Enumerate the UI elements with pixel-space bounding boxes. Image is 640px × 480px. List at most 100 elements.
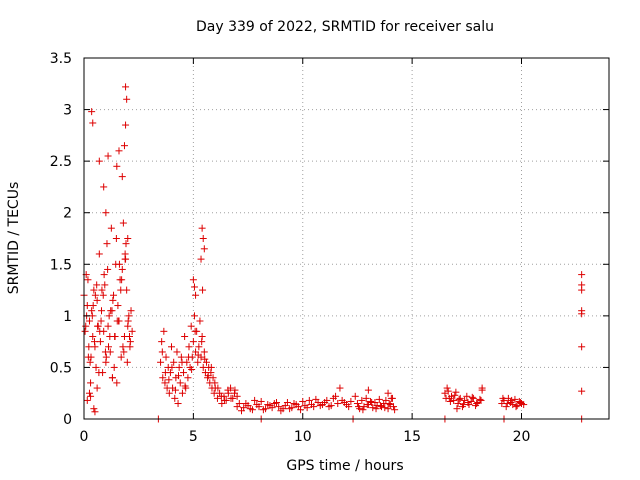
data-point [455,395,463,403]
y-tick-label: 2.5 [50,154,72,170]
data-point [363,401,371,409]
data-point [178,389,186,397]
x-tick-label: 10 [294,429,312,445]
data-point [107,307,115,315]
data-point [310,403,318,411]
data-point [102,353,110,361]
data-point [442,394,450,402]
data-point [351,392,359,400]
data-point [369,404,377,412]
data-point [323,396,331,404]
data-point [158,348,166,356]
data-point [217,392,225,400]
data-point [198,224,206,232]
data-point [113,162,121,170]
data-point [382,396,390,404]
data-point [122,121,130,129]
data-point [96,327,104,335]
chart-title: Day 339 of 2022, SRMTID for receiver sal… [196,19,494,35]
data-point [301,402,309,410]
data-point [123,358,131,366]
data-point [191,327,199,335]
data-point [100,271,108,279]
data-point [578,310,586,318]
data-point [513,402,521,410]
data-point [353,400,361,408]
data-point [452,388,460,396]
data-point [213,394,221,402]
data-point [336,384,344,392]
data-point [578,286,586,294]
data-point [364,386,372,394]
data-point [220,396,228,404]
data-point [181,382,189,390]
data-point [305,396,313,404]
x-tick-label: 0 [80,429,89,445]
data-point [469,394,477,402]
data-point [376,402,384,410]
data-point [446,397,454,405]
data-point [113,317,121,325]
data-point [104,152,112,160]
data-point [115,260,123,268]
data-point [89,119,97,127]
data-point [288,404,296,412]
data-point [251,396,259,404]
data-point [99,291,107,299]
data-point [94,322,102,330]
data-point [503,400,511,408]
data-points [80,83,586,423]
data-point [327,402,335,410]
data-point [111,332,119,340]
data-point [195,343,203,351]
data-point [262,405,270,413]
data-point [185,353,193,361]
data-point [453,405,461,413]
data-point [175,372,182,380]
data-point [127,307,135,315]
data-point [476,395,484,403]
data-point [511,395,519,403]
data-point [235,400,243,408]
data-point [297,406,305,414]
data-point [83,302,91,310]
x-axis-title: GPS time / hours [286,458,403,474]
data-point [158,338,166,346]
data-point [107,224,115,232]
data-point [124,235,132,242]
data-point [314,398,322,406]
data-point [90,286,98,294]
y-tick-label: 1.5 [50,257,72,273]
data-point [197,255,205,263]
data-point [101,281,109,289]
data-point [240,404,248,412]
data-point [478,384,486,392]
data-point [244,402,252,410]
data-point [248,406,256,414]
data-point [168,343,175,351]
y-axis-title: SRMTID / TECUs [6,182,22,295]
data-point [211,379,219,387]
data-point [332,392,340,400]
data-point [188,365,196,373]
data-point [117,353,125,361]
data-point [160,327,168,335]
data-point [192,291,200,299]
data-point [105,312,113,320]
data-point [114,302,122,310]
data-point [270,400,278,408]
data-point [88,307,96,315]
data-point [178,358,186,366]
data-point [381,404,389,412]
data-point [355,403,363,411]
data-point [85,343,93,351]
data-point [200,245,208,253]
data-point [384,389,392,397]
data-point [83,396,91,404]
data-point [190,312,198,320]
data-point [113,379,121,387]
data-point [162,353,170,361]
data-point [82,322,90,330]
data-point [199,286,207,294]
